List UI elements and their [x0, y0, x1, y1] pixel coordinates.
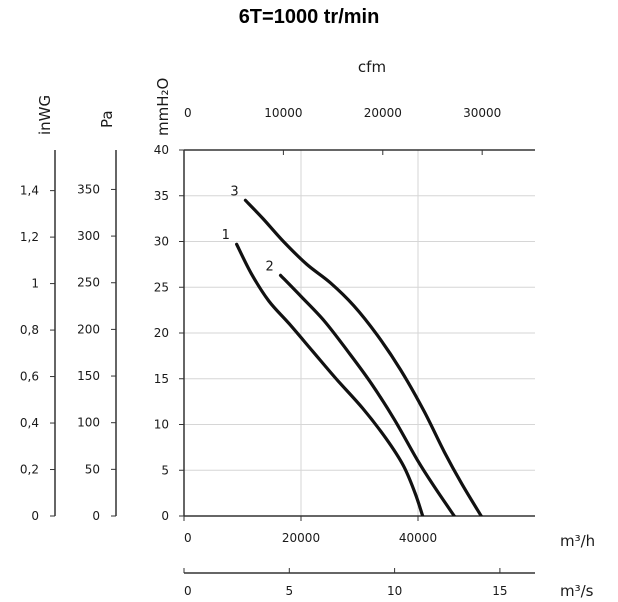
- pa-tick-label: 100: [77, 416, 100, 430]
- cfm-tick-label: 30000: [463, 106, 501, 120]
- series-label-1: 1: [222, 228, 230, 243]
- y-tick-label: 30: [154, 235, 169, 249]
- series-line-3: [243, 198, 483, 516]
- pa-tick-label: 150: [77, 369, 100, 383]
- pa-tick-label: 50: [85, 462, 100, 476]
- m3s-tick-label: 5: [285, 584, 293, 598]
- inwg-tick-label: 0,4: [20, 416, 39, 430]
- x-tick-label: 0: [184, 531, 192, 545]
- y-tick-label: 40: [154, 143, 169, 157]
- series-label-3: 3: [230, 184, 238, 199]
- pa-axis-title: Pa: [98, 110, 116, 128]
- pa-tick-label: 250: [77, 276, 100, 290]
- m3s-tick-label: 10: [387, 584, 402, 598]
- inwg-tick-label: 0,6: [20, 370, 39, 384]
- grid: [184, 150, 535, 516]
- y-tick-label: 5: [161, 463, 169, 477]
- inwg-tick-label: 1,2: [20, 230, 39, 244]
- pa-tick-label: 300: [77, 229, 100, 243]
- series-line-2: [278, 273, 456, 516]
- series-label-2: 2: [266, 259, 274, 274]
- pa-tick-label: 350: [77, 182, 100, 196]
- inwg-tick-label: 1,4: [20, 184, 39, 198]
- x-tick-label: 40000: [399, 531, 437, 545]
- m3s-axis-unit: m³/s: [560, 582, 594, 600]
- chart-title: 6T=1000 tr/min: [238, 6, 380, 28]
- inwg-tick-label: 1: [31, 277, 39, 291]
- y-tick-label: 20: [154, 326, 169, 340]
- m3s-tick-label: 15: [492, 584, 507, 598]
- y-tick-label: 25: [154, 280, 169, 294]
- series-lines: [235, 198, 483, 516]
- cfm-tick-label: 0: [184, 106, 192, 120]
- series-line-1: [235, 242, 425, 516]
- pa-tick-label: 200: [77, 322, 100, 336]
- inwg-tick-label: 0,2: [20, 463, 39, 477]
- y-tick-label: 10: [154, 418, 169, 432]
- m3s-tick-label: 0: [184, 584, 192, 598]
- cfm-axis-title: cfm: [358, 58, 386, 76]
- axes: [50, 149, 535, 574]
- inwg-axis-title: inWG: [36, 95, 54, 135]
- inwg-tick-label: 0,8: [20, 323, 39, 337]
- y-tick-label: 35: [154, 189, 169, 203]
- cfm-tick-label: 20000: [364, 106, 402, 120]
- y-tick-label: 15: [154, 372, 169, 386]
- y-tick-label: 0: [161, 509, 169, 523]
- cfm-tick-label: 10000: [264, 106, 302, 120]
- x-axis-unit: m³/h: [560, 532, 595, 550]
- x-tick-label: 20000: [282, 531, 320, 545]
- y-axis-title: mmH₂O: [154, 78, 172, 136]
- pa-tick-label: 0: [92, 509, 100, 523]
- inwg-tick-label: 0: [31, 509, 39, 523]
